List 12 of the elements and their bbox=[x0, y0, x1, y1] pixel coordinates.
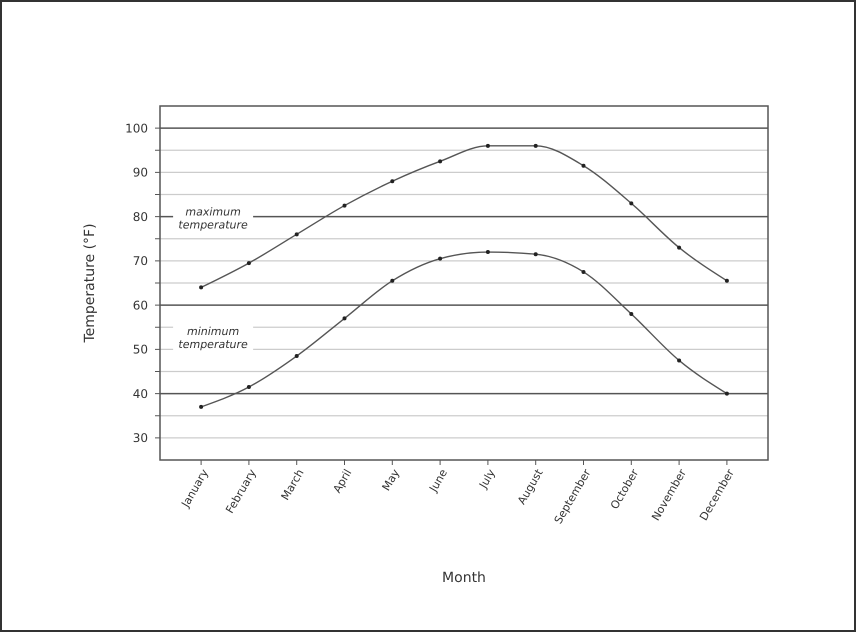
x-axis-title: Month bbox=[442, 570, 486, 586]
y-tick-label: 100 bbox=[125, 121, 148, 136]
text: maximum temperature bbox=[178, 205, 248, 232]
y-tick-label: 30 bbox=[132, 431, 148, 446]
y-tick-label: 40 bbox=[132, 386, 148, 401]
y-tick-label: 90 bbox=[132, 166, 148, 180]
y-tick-label: 50 bbox=[132, 342, 148, 357]
y-tick-label: 80 bbox=[132, 210, 148, 224]
y-axis-title: Temperature (°F) bbox=[82, 223, 98, 344]
y-tick-label: 60 bbox=[132, 298, 148, 312]
text: minimum temperature bbox=[178, 324, 248, 351]
y-tick-label: 70 bbox=[132, 254, 148, 268]
